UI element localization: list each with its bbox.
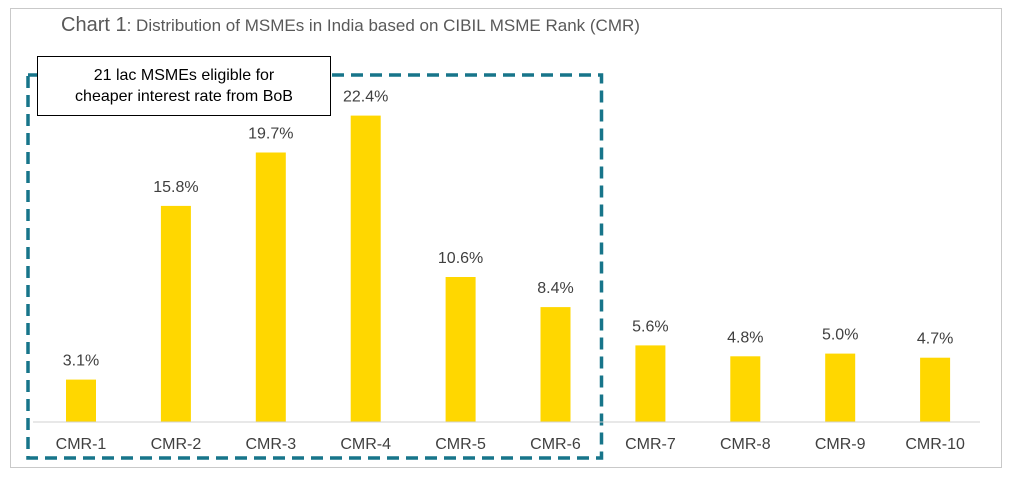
x-tick-cmr-2: CMR-2 (151, 436, 202, 453)
data-label-cmr-6: 8.4% (537, 280, 573, 297)
data-label-cmr-9: 5.0% (822, 327, 858, 344)
chart-title: Chart 1: Distribution of MSMEs in India … (61, 14, 640, 37)
data-label-cmr-4: 22.4% (343, 89, 388, 106)
bar-cmr-3 (255, 152, 286, 422)
chart-title-lead: Chart 1 (61, 14, 127, 36)
chart-title-text: : Distribution of MSMEs in India based o… (126, 16, 640, 35)
bar-cmr-4 (350, 115, 381, 422)
data-label-cmr-10: 4.7% (917, 331, 953, 348)
x-tick-cmr-7: CMR-7 (625, 436, 676, 453)
x-tick-cmr-5: CMR-5 (435, 436, 486, 453)
x-tick-cmr-3: CMR-3 (245, 436, 296, 453)
data-label-cmr-8: 4.8% (727, 329, 763, 346)
data-label-cmr-5: 10.6% (438, 250, 483, 267)
x-tick-cmr-4: CMR-4 (340, 436, 391, 453)
highlight-box (26, 73, 604, 460)
bar-cmr-6 (540, 307, 571, 422)
x-tick-cmr-9: CMR-9 (815, 436, 866, 453)
data-label-cmr-2: 15.8% (153, 179, 198, 196)
bar-cmr-2 (160, 205, 191, 422)
bar-cmr-9 (825, 353, 856, 422)
x-tick-cmr-10: CMR-10 (905, 436, 965, 453)
data-label-cmr-7: 5.6% (632, 318, 668, 335)
bar-cmr-5 (445, 277, 476, 422)
highlight-annotation: 21 lac MSMEs eligible for cheaper intere… (37, 56, 331, 116)
bar-cmr-10 (920, 357, 951, 422)
data-label-cmr-1: 3.1% (63, 353, 99, 370)
data-label-cmr-3: 19.7% (248, 126, 293, 143)
x-tick-cmr-8: CMR-8 (720, 436, 771, 453)
bar-cmr-7 (635, 345, 666, 422)
bar-cmr-1 (66, 379, 96, 422)
x-tick-cmr-6: CMR-6 (530, 436, 581, 453)
bar-cmr-8 (730, 356, 761, 422)
x-tick-cmr-1: CMR-1 (56, 436, 107, 453)
